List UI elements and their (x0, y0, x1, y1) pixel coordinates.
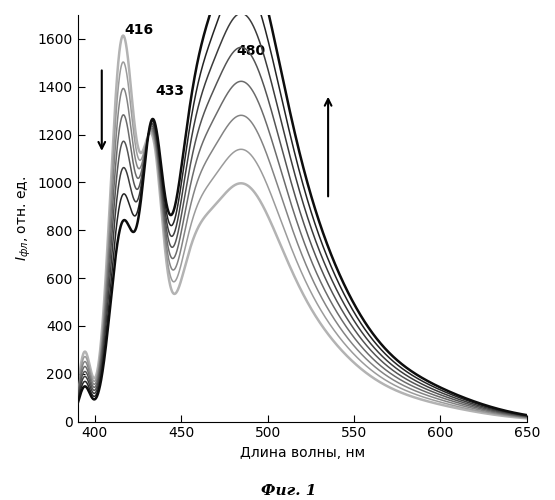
Text: 480: 480 (236, 44, 266, 58)
Text: 433: 433 (155, 84, 184, 98)
X-axis label: Длина волны, нм: Длина волны, нм (240, 446, 365, 460)
Text: 416: 416 (124, 22, 153, 36)
Text: Фиг. 1: Фиг. 1 (261, 484, 316, 498)
Y-axis label: $\mathit{I}_{фл}$, отн. ед.: $\mathit{I}_{фл}$, отн. ед. (15, 176, 33, 261)
